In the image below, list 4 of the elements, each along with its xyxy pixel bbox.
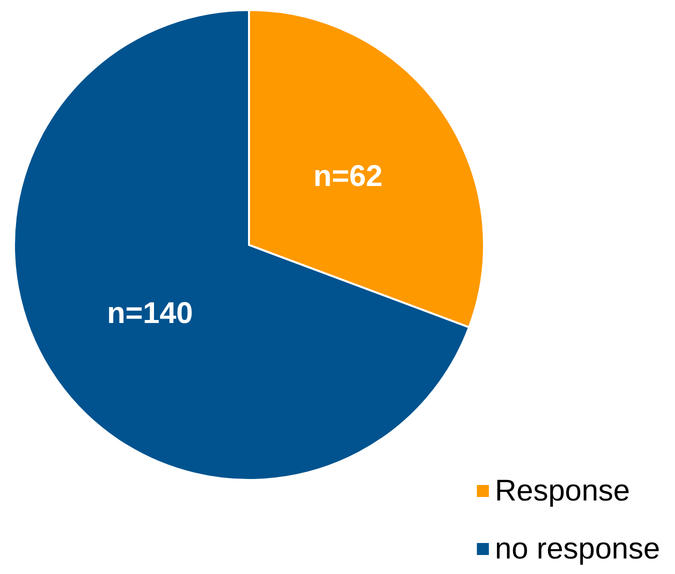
data-label: n=140: [107, 297, 193, 330]
legend-label: no response: [494, 532, 660, 566]
legend-label: Response: [494, 474, 630, 508]
data-label: n=62: [313, 160, 383, 193]
